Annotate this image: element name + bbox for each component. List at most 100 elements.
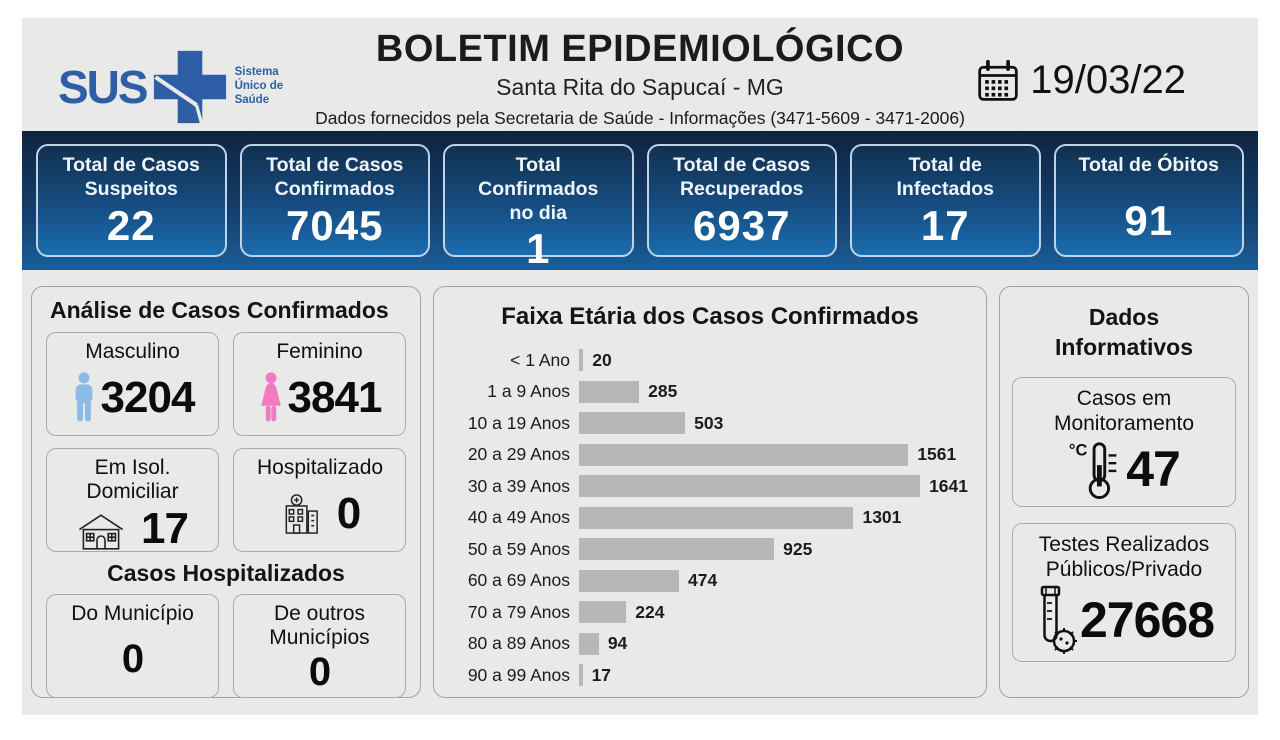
card-recuperados: Total de Casos Recuperados 6937	[646, 144, 837, 257]
chart-track: 285	[579, 380, 968, 403]
chart-bar	[579, 443, 909, 466]
chart-category-label: 50 a 59 Anos	[467, 538, 570, 559]
card-isolamento-domiciliar: Em Isol. Domiciliar 17	[46, 448, 219, 554]
sus-logo: SUS Sistema Único de Saúde	[58, 46, 299, 128]
stat-value: 22	[106, 201, 156, 249]
chart-category-label: 10 a 19 Anos	[467, 412, 570, 433]
chart-value-label: 94	[607, 633, 628, 653]
chart-track: 17	[579, 664, 968, 686]
chart-category-label: 80 a 89 Anos	[467, 633, 570, 653]
stat-value: 17	[920, 201, 970, 249]
chart-category-label: 30 a 39 Anos	[467, 475, 570, 496]
content-area: Análise de Casos Confirmados Masculino 3…	[22, 270, 1258, 715]
chart-title: Faixa Etária dos Casos Confirmados	[501, 303, 919, 330]
chart-value-label: 503	[694, 412, 724, 433]
chart-track: 1641	[579, 475, 968, 497]
chart-track: 503	[579, 412, 968, 434]
chart-row: 90 a 99 Anos 17	[452, 664, 968, 686]
date-value: 19/03/22	[1030, 58, 1186, 102]
card-value: 0	[308, 650, 331, 695]
stat-label: Total Confirmados no dia	[478, 154, 599, 224]
chart-row: 50 a 59 Anos 925	[452, 538, 968, 560]
hospital-icon	[285, 493, 318, 534]
chart-row: 80 a 89 Anos 94	[452, 632, 968, 655]
card-value: 0	[121, 637, 144, 682]
stat-value: 6937	[693, 201, 791, 249]
summary-band: Total de Casos Suspeitos 22 Total de Cas…	[22, 131, 1258, 272]
sus-logo-text: SUS	[58, 61, 149, 113]
card-value: 17	[141, 504, 189, 554]
chart-value-label: 224	[635, 601, 665, 622]
bulletin-page: SUS Sistema Único de Saúde BOLETIM EPIDE…	[22, 18, 1258, 715]
stat-label: Total de Casos Recuperados	[673, 154, 811, 200]
card-value: 27668	[1079, 591, 1215, 648]
card-infectados: Total de Infectados 17	[850, 144, 1041, 257]
analysis-title: Análise de Casos Confirmados	[50, 297, 389, 323]
chart-category-label: < 1 Ano	[510, 349, 570, 370]
card-value: 3204	[100, 372, 196, 422]
info-line: Dados fornecidos pela Secretaria de Saúd…	[315, 108, 965, 128]
chart-row: < 1 Ano 20	[452, 349, 968, 371]
card-label: Feminino	[276, 340, 363, 363]
chart-bar	[579, 601, 627, 623]
chart-track: 1301	[579, 506, 968, 529]
card-total-confirmados: Total de Casos Confirmados 7045	[239, 144, 430, 257]
card-value: 47	[1126, 441, 1181, 498]
chart-value-label: 1561	[917, 444, 957, 464]
header-titles: BOLETIM EPIDEMIOLÓGICO Santa Rita do Sap…	[22, 28, 1258, 129]
chart-category-label: 20 a 29 Anos	[467, 444, 570, 464]
stat-label: Total de Infectados	[896, 154, 995, 200]
chart-row: 20 a 29 Anos 1561	[452, 443, 968, 466]
age-bar-chart: < 1 Ano 20 1 a 9 Anos 285 10 a 19 Anos 503 20 …	[452, 349, 968, 686]
chart-row: 1 a 9 Anos 285	[452, 380, 968, 403]
stat-value: 1	[526, 225, 551, 273]
chart-track: 224	[579, 601, 968, 623]
card-label: Do Município	[71, 602, 194, 625]
card-do-municipio: Do Município 0	[46, 594, 219, 698]
chart-bar	[579, 475, 921, 497]
card-confirmados-no-dia: Total Confirmados no dia 1	[443, 144, 634, 272]
age-chart-panel: Faixa Etária dos Casos Confirmados < 1 A…	[433, 286, 987, 698]
info-panel: Dados Informativos Casos em Monitorament…	[999, 286, 1249, 698]
chart-category-label: 1 a 9 Anos	[487, 381, 570, 401]
chart-row: 40 a 49 Anos 1301	[452, 506, 968, 529]
chart-row: 10 a 19 Anos 503	[452, 412, 968, 434]
card-label: Casos em Monitoramento	[1053, 386, 1195, 435]
card-testes-realizados: Testes Realizados Públicos/Privado 27668	[1012, 523, 1236, 662]
card-hospitalizado: Hospitalizado 0	[233, 448, 406, 552]
card-obitos: Total de Óbitos 91	[1053, 144, 1244, 257]
chart-track: 474	[579, 569, 968, 592]
chart-row: 30 a 39 Anos 1641	[452, 475, 968, 497]
chart-bar	[579, 349, 584, 371]
stat-label: Total de Casos Suspeitos	[62, 154, 200, 200]
chart-bar	[579, 632, 599, 655]
house-icon	[78, 514, 124, 550]
chart-track: 925	[579, 538, 968, 560]
male-icon	[75, 371, 92, 421]
chart-value-label: 1301	[862, 507, 902, 527]
chart-track: 20	[579, 349, 968, 371]
chart-bar	[579, 569, 679, 592]
sus-logo-tagline: Sistema Único de Saúde	[234, 66, 284, 106]
card-label: De outros Municípios	[269, 602, 370, 650]
header: SUS Sistema Único de Saúde BOLETIM EPIDE…	[22, 18, 1258, 131]
stat-value: 7045	[286, 201, 384, 249]
date-display: 19/03/22	[976, 58, 1186, 103]
card-value: 0	[336, 488, 362, 538]
card-feminino: Feminino 3841	[233, 332, 406, 436]
chart-track: 1561	[579, 443, 968, 466]
card-outros-municipios: De outros Municípios 0	[233, 594, 406, 698]
chart-track: 94	[579, 632, 968, 655]
chart-category-label: 60 a 69 Anos	[467, 570, 570, 590]
card-value: 3841	[287, 372, 383, 422]
info-panel-title: Dados Informativos	[1054, 304, 1194, 360]
page-title: BOLETIM EPIDEMIOLÓGICO	[375, 28, 905, 70]
stat-value: 91	[1124, 197, 1174, 244]
chart-bar	[579, 412, 686, 434]
card-label: Hospitalizado	[257, 456, 384, 479]
chart-bar	[579, 380, 640, 403]
card-total-suspeitos: Total de Casos Suspeitos 22	[36, 144, 227, 257]
chart-category-label: 90 a 99 Anos	[467, 664, 570, 685]
chart-bar	[579, 664, 583, 686]
svg-text:°C: °C	[1069, 442, 1088, 460]
